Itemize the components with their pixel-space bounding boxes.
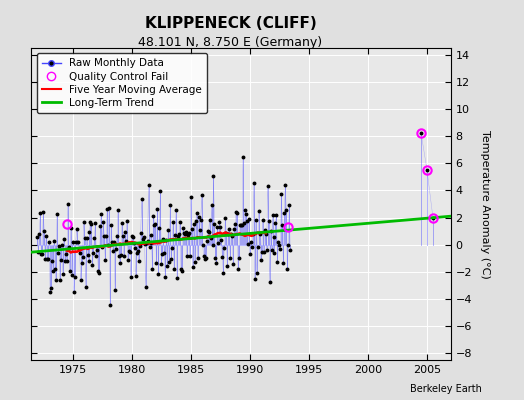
Text: 48.101 N, 8.750 E (Germany): 48.101 N, 8.750 E (Germany) — [138, 36, 323, 49]
Y-axis label: Temperature Anomaly (°C): Temperature Anomaly (°C) — [481, 130, 490, 278]
Text: KLIPPENECK (CLIFF): KLIPPENECK (CLIFF) — [145, 16, 316, 31]
Text: Berkeley Earth: Berkeley Earth — [410, 384, 482, 394]
Legend: Raw Monthly Data, Quality Control Fail, Five Year Moving Average, Long-Term Tren: Raw Monthly Data, Quality Control Fail, … — [37, 53, 207, 113]
